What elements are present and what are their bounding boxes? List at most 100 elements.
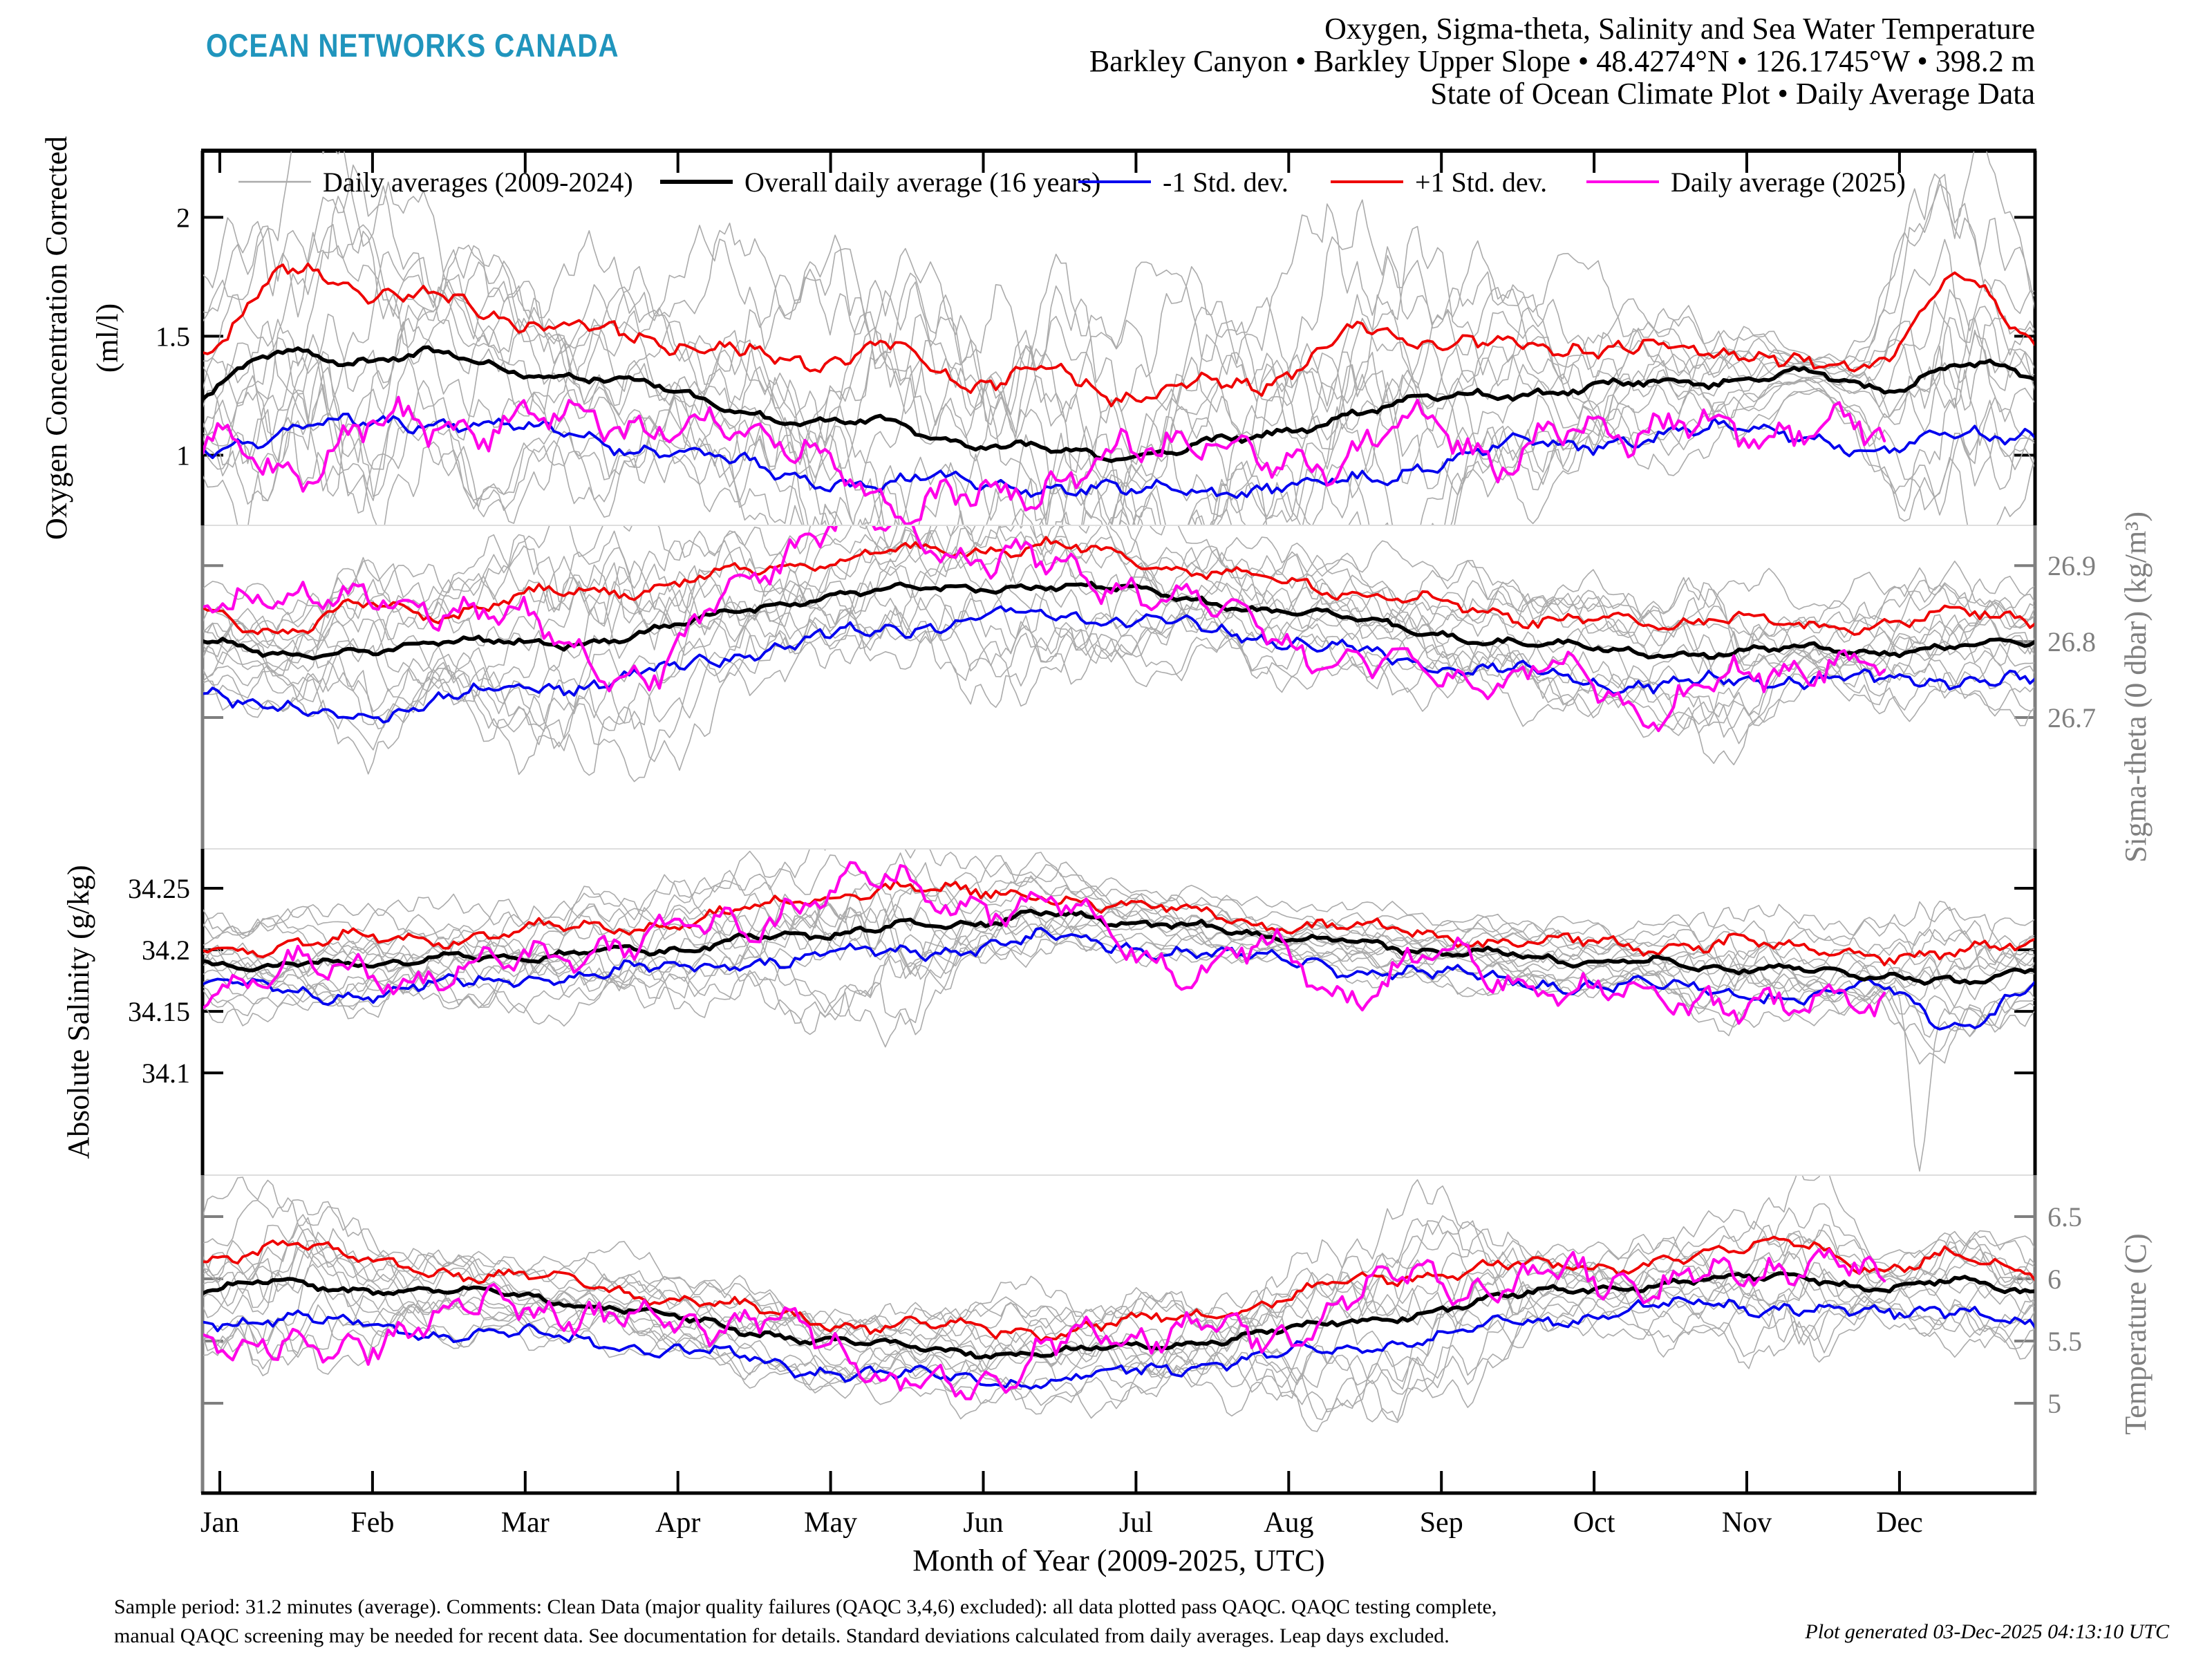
ytick-label-salinity: 34.25 [128, 873, 190, 904]
gray-year-line [203, 921, 2034, 1052]
gray-year-line [203, 334, 2034, 525]
legend-label-overall: Overall daily average (16 years) [744, 167, 1100, 198]
ytick-label-temperature: 5.5 [2047, 1326, 2082, 1357]
ytick-label-temperature: 6 [2047, 1264, 2061, 1295]
gray-year-line [203, 565, 2034, 713]
gray-year-line [203, 598, 2034, 751]
series-plus-std-temperature [203, 1235, 2034, 1343]
chart-legend: Daily averages (2009-2024) Overall daily … [238, 167, 1906, 198]
gray-year-line [203, 610, 2034, 782]
plot-generated-timestamp: Plot generated 03-Dec-2025 04:13:10 UTC [1805, 1620, 2169, 1643]
month-label-sep: Sep [1420, 1507, 1463, 1539]
gray-year-line [203, 300, 2034, 525]
gray-year-line [203, 223, 2034, 483]
y-axis-label-salinity: Absolute Salinity (g/kg) [62, 865, 95, 1159]
ytick-label-sigma_theta: 26.9 [2047, 550, 2096, 581]
gray-year-line [203, 1176, 2034, 1344]
axis-labels: 2 1.5 1 Oxygen Concentration Corrected (ml/l… [39, 136, 2153, 1577]
month-label-aug: Aug [1264, 1507, 1313, 1539]
y-axis-label-oxygen: Oxygen Concentration Corrected [39, 136, 73, 540]
plot-title-line2: Barkley Canyon • Barkley Upper Slope • 4… [1089, 44, 2035, 78]
series-overall-salinity [203, 908, 2034, 986]
gray-year-line [203, 850, 2034, 973]
legend-label-plus: +1 Std. dev. [1415, 167, 1547, 198]
gray-year-line [203, 919, 2034, 1065]
gray-year-line [203, 526, 2034, 672]
month-label-oct: Oct [1573, 1507, 1615, 1539]
ytick-label-temperature: 5 [2047, 1388, 2061, 1419]
gray-year-line [203, 526, 2034, 659]
ytick-label-salinity: 34.2 [142, 935, 190, 966]
gray-year-line [203, 290, 2034, 525]
month-label-jun: Jun [963, 1507, 1003, 1539]
panel-data-oxygen [203, 151, 2034, 525]
month-label-feb: Feb [350, 1507, 394, 1539]
panel-data-temperature [203, 1176, 2034, 1432]
month-label-jan: Jan [200, 1507, 239, 1539]
panel-separators [203, 525, 2035, 1176]
gray-year-line [203, 915, 2034, 1026]
plot-title-block: Oxygen, Sigma-theta, Salinity and Sea Wa… [1089, 12, 2035, 110]
legend-label-minus: -1 Std. dev. [1163, 167, 1288, 198]
x-axis-label: Month of Year (2009-2025, UTC) [912, 1544, 1324, 1577]
ytick-label-sigma_theta: 26.7 [2047, 702, 2096, 733]
series-minus-std-temperature [203, 1296, 2034, 1390]
gray-year-line [203, 934, 2034, 1048]
series-2025-oxygen [203, 395, 1886, 525]
plot-title-line3: State of Ocean Climate Plot • Daily Aver… [1430, 77, 2035, 111]
month-label-apr: Apr [655, 1507, 700, 1539]
ytick-label-oxygen: 1.5 [156, 321, 190, 352]
ytick-label-temperature: 6.5 [2047, 1201, 2082, 1232]
month-label-nov: Nov [1722, 1507, 1772, 1539]
gray-year-line [203, 1203, 2034, 1349]
gray-year-line [203, 604, 2034, 775]
series-minus-std-sigma_theta [203, 605, 2034, 724]
data-series [203, 151, 2034, 1432]
legend-item-overall: Overall daily average (16 years) [660, 167, 1100, 198]
gray-year-line [203, 1228, 2034, 1351]
footer-comments-line1: Sample period: 31.2 minutes (average). C… [114, 1595, 1497, 1618]
gray-year-line [203, 1240, 2034, 1382]
ytick-label-salinity: 34.15 [128, 996, 190, 1027]
series-minus-std-oxygen [203, 413, 2034, 499]
gray-year-line [203, 1264, 2034, 1423]
ytick-label-salinity: 34.1 [142, 1058, 190, 1089]
month-label-mar: Mar [501, 1507, 550, 1539]
legend-item-y2025: Daily average (2025) [1586, 167, 1906, 198]
gray-year-line [203, 320, 2034, 525]
series-plus-std-oxygen [203, 262, 2034, 408]
ytick-label-oxygen: 1 [176, 440, 190, 471]
gray-year-line [203, 901, 2034, 1172]
series-2025-temperature [203, 1248, 1886, 1400]
series-2025-salinity [203, 861, 1886, 1025]
footer-comments-line2: manual QAQC screening may be needed for … [114, 1624, 1450, 1647]
gray-year-line [203, 174, 2034, 438]
y-axis-label-sigma_theta: Sigma-theta (0 dbar) (kg/m³) [2119, 512, 2153, 863]
gray-year-line [203, 893, 2034, 980]
gray-year-line [203, 526, 2034, 634]
series-plus-std-sigma_theta [203, 536, 2034, 636]
legend-label-y2025: Daily average (2025) [1671, 167, 1906, 198]
legend-item-minus: -1 Std. dev. [1078, 167, 1288, 198]
gray-year-line [203, 850, 2034, 952]
plot-title-line1: Oxygen, Sigma-theta, Salinity and Sea Wa… [1324, 12, 2035, 46]
panel-data-sigma_theta [203, 526, 2034, 782]
y-axis-label-temperature: Temperature (C) [2119, 1233, 2153, 1434]
gray-year-line [203, 1288, 2034, 1421]
gray-year-line [203, 224, 2034, 465]
y-axis-units-oxygen: (ml/l) [91, 303, 124, 373]
legend-item-plus: +1 Std. dev. [1331, 167, 1547, 198]
series-2025-sigma_theta [203, 526, 1886, 733]
series-overall-oxygen [203, 345, 2034, 463]
plot-frame [200, 149, 2037, 1495]
gray-year-line [203, 905, 2034, 1033]
gray-year-line [203, 1300, 2034, 1432]
legend-item-gray: Daily averages (2009-2024) [238, 167, 633, 198]
month-label-may: May [804, 1507, 857, 1539]
gray-year-line [203, 890, 2034, 993]
month-label-jul: Jul [1119, 1507, 1153, 1539]
legend-label-gray: Daily averages (2009-2024) [323, 167, 633, 198]
gray-year-line [203, 165, 2034, 464]
